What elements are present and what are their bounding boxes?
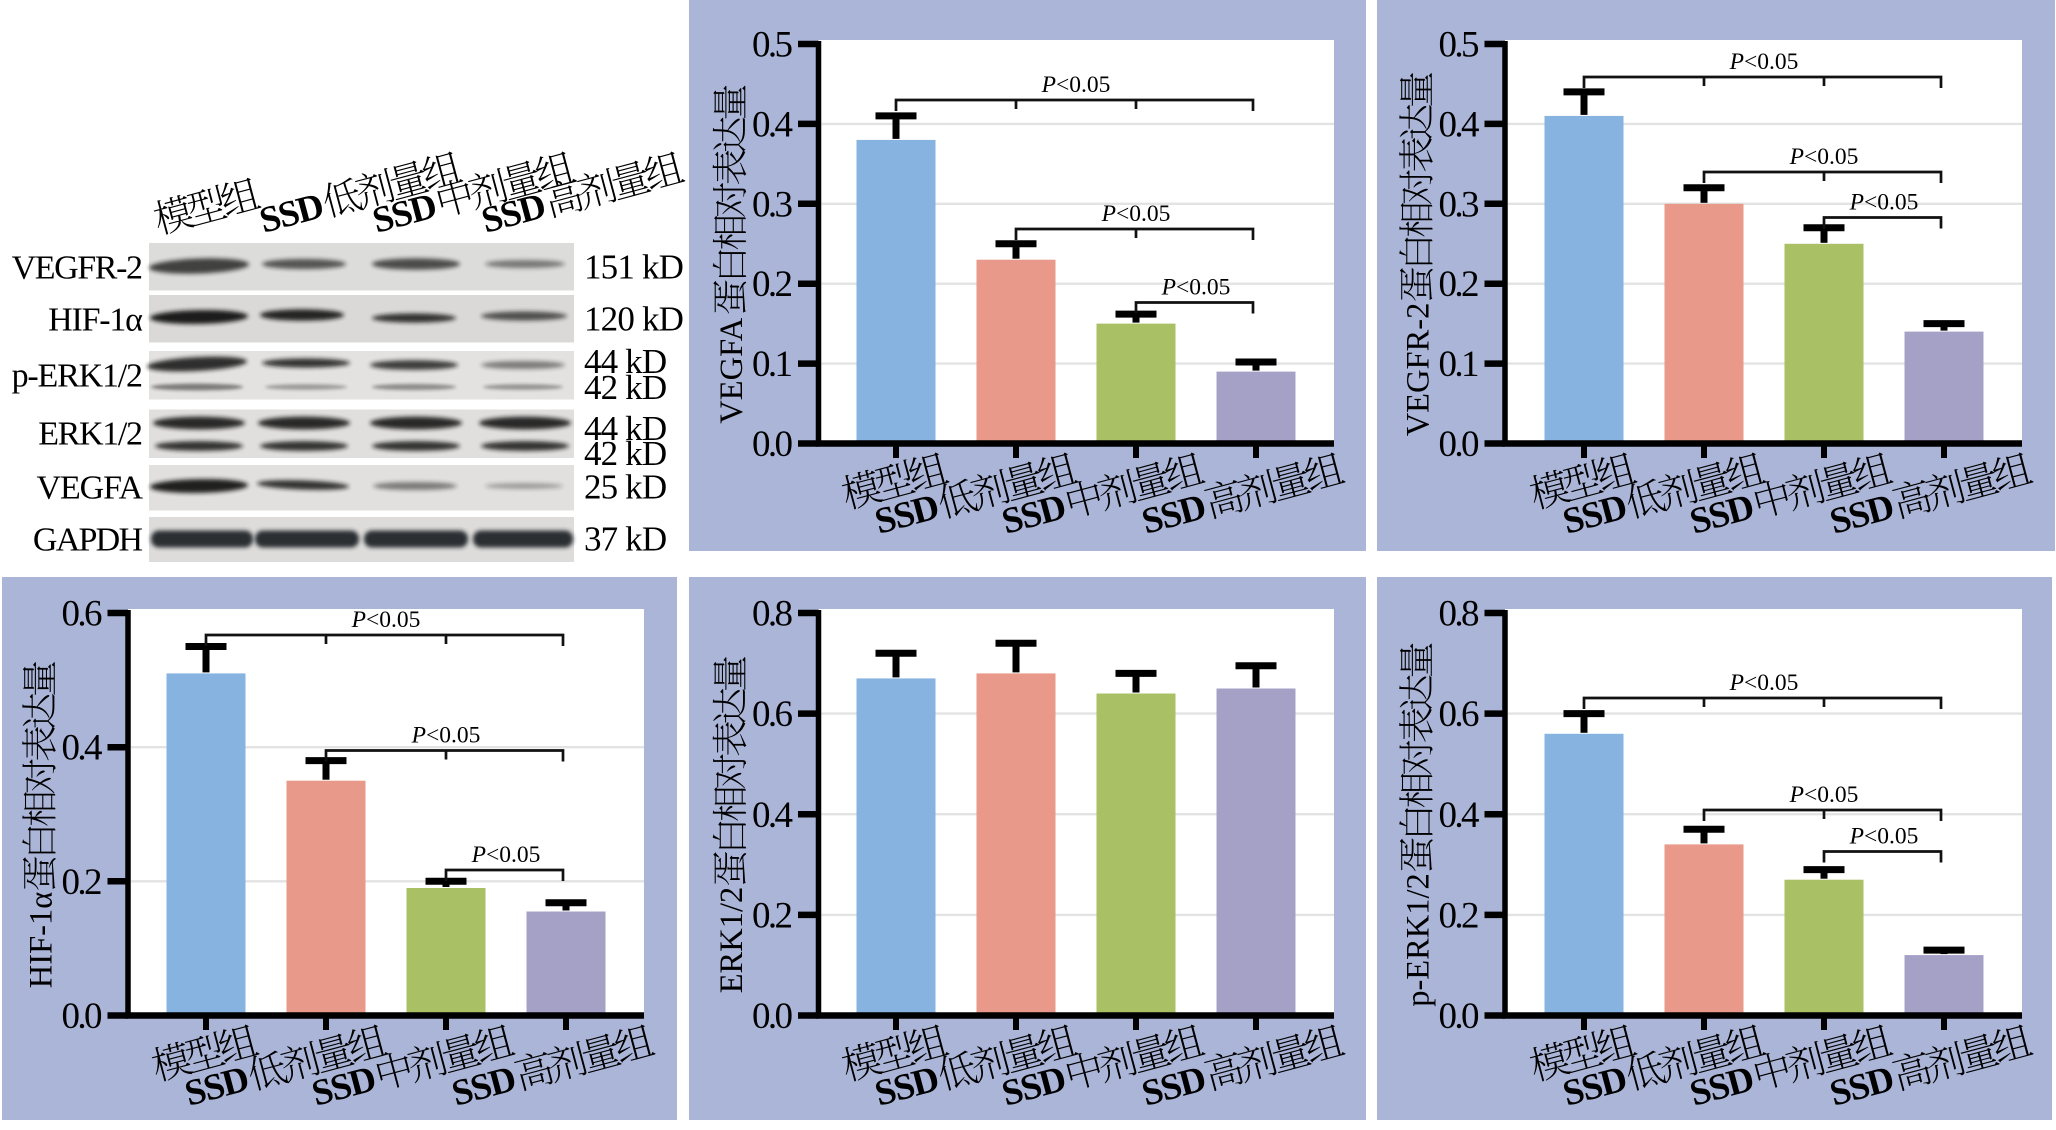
svg-text:120 kD: 120 kD [584, 300, 684, 339]
svg-text:0.4: 0.4 [1439, 795, 1480, 836]
svg-text:0.6: 0.6 [752, 694, 793, 735]
svg-text:VEGFR-2: VEGFR-2 [12, 250, 143, 287]
svg-text:P<0.05: P<0.05 [1101, 201, 1171, 227]
svg-text:0.2: 0.2 [752, 264, 793, 305]
svg-text:p-ERK1/2: p-ERK1/2 [12, 358, 143, 395]
svg-text:P<0.05: P<0.05 [1789, 144, 1859, 170]
svg-text:37 kD: 37 kD [584, 520, 667, 559]
svg-text:P<0.05: P<0.05 [351, 607, 421, 633]
svg-text:0.0: 0.0 [752, 424, 793, 465]
svg-text:0.5: 0.5 [752, 25, 793, 66]
svg-text:42 kD: 42 kD [584, 368, 667, 407]
svg-text:P<0.05: P<0.05 [411, 723, 481, 749]
svg-text:P<0.05: P<0.05 [471, 842, 541, 868]
svg-text:P<0.05: P<0.05 [1729, 49, 1799, 75]
svg-text:GAPDH: GAPDH [33, 522, 143, 559]
svg-text:P<0.05: P<0.05 [1041, 72, 1111, 98]
svg-text:0.2: 0.2 [62, 862, 103, 903]
svg-text:0.6: 0.6 [62, 594, 103, 635]
svg-text:ERK1/2: ERK1/2 [38, 416, 143, 453]
svg-text:42 kD: 42 kD [584, 434, 667, 473]
svg-text:0.3: 0.3 [752, 184, 793, 225]
svg-text:0.6: 0.6 [1439, 694, 1480, 735]
svg-text:0.5: 0.5 [1439, 25, 1480, 66]
svg-text:P<0.05: P<0.05 [1729, 670, 1799, 696]
svg-text:P<0.05: P<0.05 [1789, 782, 1859, 808]
svg-text:0.4: 0.4 [1439, 104, 1480, 145]
svg-text:P<0.05: P<0.05 [1161, 275, 1231, 301]
svg-text:P<0.05: P<0.05 [1849, 824, 1919, 850]
svg-text:0.2: 0.2 [752, 895, 793, 936]
svg-text:44 kD: 44 kD [584, 342, 667, 381]
svg-text:0.1: 0.1 [752, 344, 793, 385]
svg-text:44 kD: 44 kD [584, 409, 667, 448]
svg-text:0.2: 0.2 [1439, 895, 1480, 936]
svg-text:VEGFA: VEGFA [37, 470, 144, 507]
svg-text:p-ERK1/2: p-ERK1/2 [1401, 873, 1437, 1007]
svg-text:0.0: 0.0 [1439, 424, 1480, 465]
svg-text:25 kD: 25 kD [584, 468, 667, 507]
svg-text:0.4: 0.4 [752, 104, 793, 145]
svg-text:0.0: 0.0 [62, 996, 103, 1037]
svg-text:HIF-1α: HIF-1α [24, 892, 60, 988]
svg-text:0.0: 0.0 [752, 996, 793, 1037]
svg-text:0.8: 0.8 [752, 594, 793, 635]
svg-text:VEGFA: VEGFA [714, 317, 750, 423]
svg-text:0.3: 0.3 [1439, 184, 1480, 225]
svg-text:HIF-1α: HIF-1α [48, 302, 143, 339]
svg-text:ERK1/2: ERK1/2 [714, 887, 750, 994]
svg-text:0.2: 0.2 [1439, 264, 1480, 305]
svg-text:0.4: 0.4 [752, 795, 793, 836]
svg-text:0.0: 0.0 [1439, 996, 1480, 1037]
svg-text:0.8: 0.8 [1439, 594, 1480, 635]
svg-text:151 kD: 151 kD [584, 248, 684, 287]
svg-text:0.1: 0.1 [1439, 344, 1480, 385]
svg-text:P<0.05: P<0.05 [1849, 190, 1919, 216]
svg-text:0.4: 0.4 [62, 728, 103, 769]
svg-text:VEGFR-2: VEGFR-2 [1401, 303, 1437, 437]
